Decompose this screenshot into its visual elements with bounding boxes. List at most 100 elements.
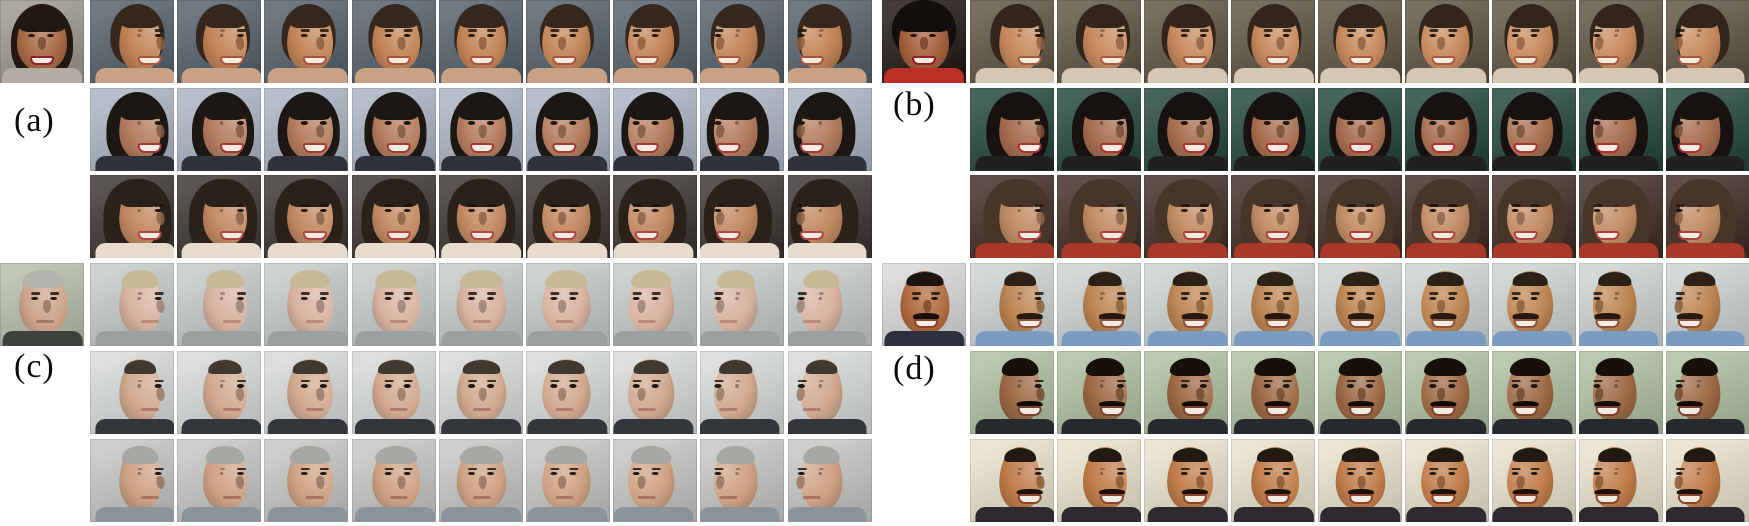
mouth <box>1677 143 1702 153</box>
nose <box>557 212 567 226</box>
shoulders <box>1147 155 1228 171</box>
generated-face-tile <box>1492 87 1576 171</box>
hair-top <box>124 359 157 374</box>
generated-face-tile <box>1318 87 1402 171</box>
hair-top <box>716 445 756 464</box>
face-features <box>356 263 435 346</box>
face-features <box>273 351 348 434</box>
right-eye <box>1696 296 1701 301</box>
nose <box>1673 387 1684 402</box>
shoulders <box>700 506 780 522</box>
right-eyebrow <box>931 292 941 295</box>
right-eyebrow <box>1034 467 1044 471</box>
right-eyebrow <box>486 467 496 471</box>
right-eyebrow <box>154 204 164 207</box>
generated-face-tile <box>351 0 436 83</box>
nose <box>478 475 487 489</box>
face-features <box>788 263 854 346</box>
generated-face-tile <box>1231 350 1315 434</box>
mouth <box>30 55 54 65</box>
mustache <box>1016 400 1043 408</box>
right-eyebrow <box>1117 204 1126 207</box>
shoulders <box>613 68 694 83</box>
left-eyebrow <box>1511 116 1521 120</box>
nose <box>1276 475 1285 489</box>
mouth <box>1431 494 1456 504</box>
mouth <box>1182 406 1207 416</box>
shoulders <box>613 243 694 259</box>
right-eye <box>486 296 494 301</box>
mouth <box>1349 406 1374 416</box>
mouth <box>223 407 242 411</box>
shoulders <box>700 68 780 83</box>
left-eye <box>714 384 722 388</box>
mouth <box>552 230 577 241</box>
mouth <box>637 495 656 499</box>
panel-label-a: (a) <box>14 102 55 139</box>
hair-top <box>719 359 753 374</box>
generated-face-tile <box>1405 438 1489 522</box>
mustache <box>1264 488 1291 496</box>
left-eye <box>384 33 392 37</box>
hair-top <box>631 445 672 464</box>
right-eye <box>1448 384 1456 388</box>
mouth <box>303 55 328 65</box>
generated-face-tile <box>1144 0 1228 83</box>
hair-top <box>1338 357 1383 376</box>
right-eye <box>1530 33 1538 37</box>
nose <box>1115 36 1125 51</box>
right-eye <box>1614 296 1618 301</box>
shoulders <box>700 331 780 347</box>
face-features <box>700 175 770 258</box>
right-eye <box>1614 208 1618 213</box>
hair-top <box>1512 272 1548 287</box>
face-features <box>273 439 348 522</box>
hair-top <box>1168 6 1212 28</box>
shoulders <box>440 506 521 522</box>
panel-label-d: (d) <box>893 350 936 387</box>
hair-top <box>1336 93 1385 120</box>
left-eyebrow <box>384 29 394 32</box>
hair-top <box>374 270 417 289</box>
shoulders <box>1406 155 1487 171</box>
left-eyebrow <box>714 116 724 120</box>
shoulders <box>787 506 867 522</box>
nose <box>1195 212 1205 226</box>
face-features <box>1070 439 1141 522</box>
right-eyebrow <box>154 467 164 471</box>
right-eye <box>1282 121 1290 125</box>
nose <box>1673 299 1684 314</box>
mouth <box>1595 230 1620 241</box>
left-eye <box>1263 121 1271 125</box>
nose <box>1673 211 1684 226</box>
generated-face-tile <box>1492 350 1576 434</box>
nose <box>1115 475 1125 489</box>
left-eyebrow <box>1593 29 1603 32</box>
left-eye <box>1675 384 1683 388</box>
face-features <box>108 351 174 434</box>
mustache <box>1348 488 1375 496</box>
mouth <box>1595 143 1620 153</box>
right-eye <box>1366 121 1374 125</box>
nose <box>1035 124 1046 139</box>
left-eyebrow <box>220 116 225 120</box>
mouth <box>1017 143 1042 153</box>
hair-top <box>288 93 333 120</box>
nose <box>316 299 326 314</box>
nose <box>155 211 166 226</box>
right-eyebrow <box>736 204 741 207</box>
mustache <box>1099 488 1125 496</box>
face-features <box>613 175 689 258</box>
hair-top <box>802 445 840 464</box>
nose <box>1035 299 1046 314</box>
shoulders <box>354 331 435 347</box>
mouth <box>1513 494 1538 504</box>
left-eyebrow <box>1263 379 1273 383</box>
generated-face-tile <box>264 87 349 171</box>
face-features <box>356 175 435 258</box>
hair-top <box>1681 357 1718 376</box>
mouth <box>552 143 577 153</box>
generated-face-tile <box>613 350 698 434</box>
shoulders <box>1061 68 1141 83</box>
right-eyebrow <box>1117 379 1126 383</box>
